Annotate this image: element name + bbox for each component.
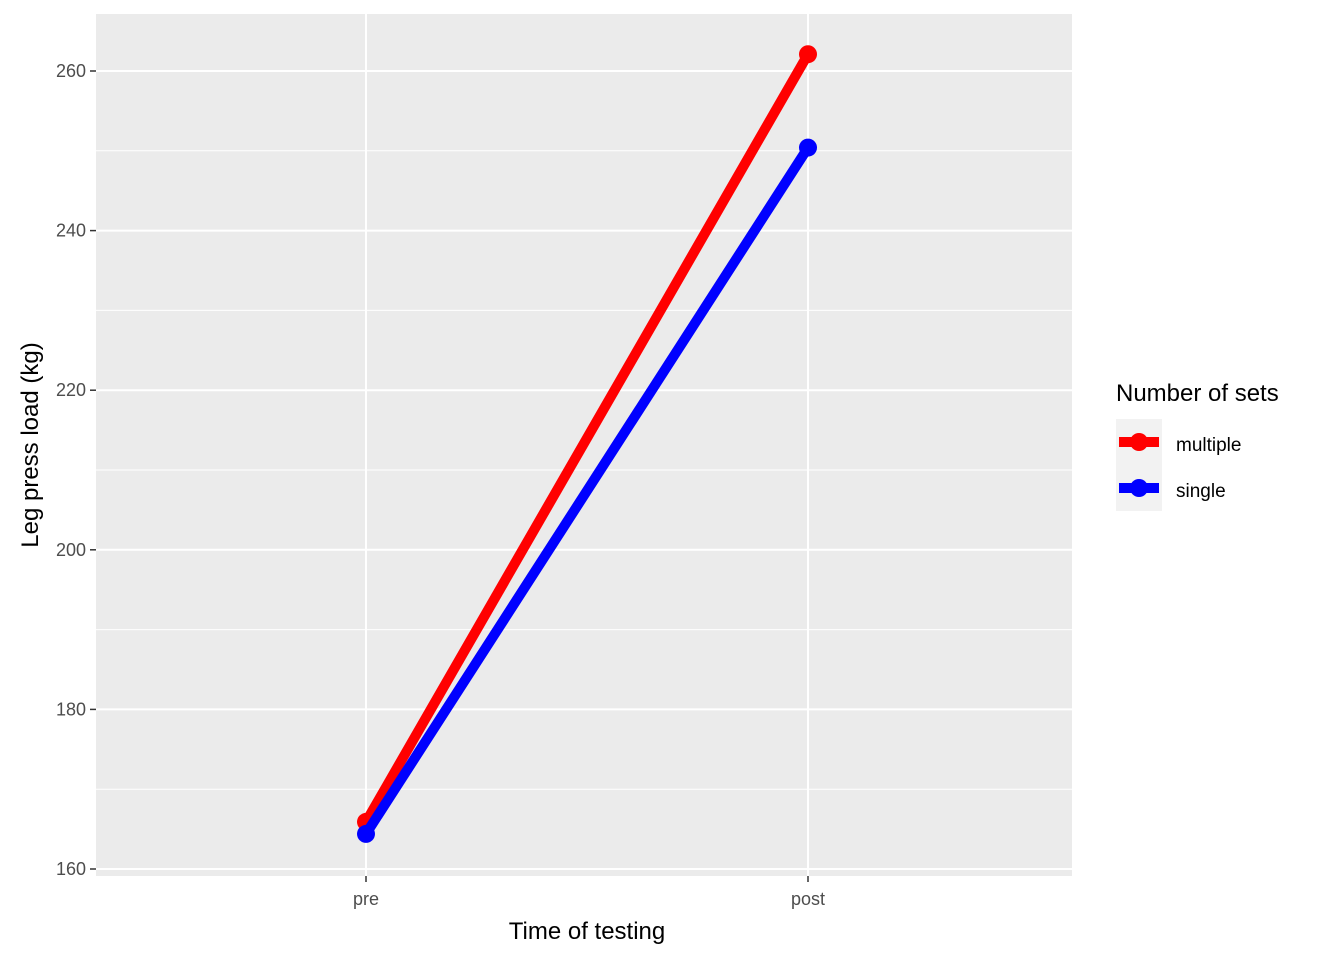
series-line-multiple bbox=[361, 51, 813, 825]
grid-minor bbox=[96, 150, 1072, 790]
grid-major bbox=[96, 14, 1072, 876]
x-tick-label: pre bbox=[353, 889, 379, 909]
legend: Number of sets multiple single bbox=[1116, 380, 1279, 511]
legend-key-point-multiple bbox=[1130, 433, 1148, 451]
y-axis: 160 180 200 220 240 260 bbox=[56, 61, 96, 879]
x-axis: pre post bbox=[353, 876, 825, 909]
x-axis-title: Time of testing bbox=[509, 918, 666, 945]
legend-label-single: single bbox=[1176, 481, 1226, 502]
point-multiple-post bbox=[799, 45, 817, 64]
x-tick-label: post bbox=[791, 889, 825, 909]
y-tick-label: 220 bbox=[56, 380, 86, 400]
y-tick-label: 240 bbox=[56, 221, 86, 241]
legend-label-multiple: multiple bbox=[1176, 435, 1241, 456]
series-layer bbox=[357, 45, 817, 843]
legend-keys bbox=[1119, 433, 1159, 497]
y-tick-label: 160 bbox=[56, 859, 86, 879]
y-tick-label: 260 bbox=[56, 61, 86, 81]
y-axis-title: Leg press load (kg) bbox=[17, 342, 44, 547]
legend-title: Number of sets bbox=[1116, 380, 1279, 407]
legend-key-background bbox=[1116, 419, 1162, 511]
y-tick-label: 200 bbox=[56, 540, 86, 560]
point-single-pre bbox=[357, 824, 375, 843]
point-single-post bbox=[799, 138, 817, 157]
legend-key-point-single bbox=[1130, 479, 1148, 497]
y-tick-label: 180 bbox=[56, 699, 86, 719]
series-line-single bbox=[361, 144, 813, 837]
